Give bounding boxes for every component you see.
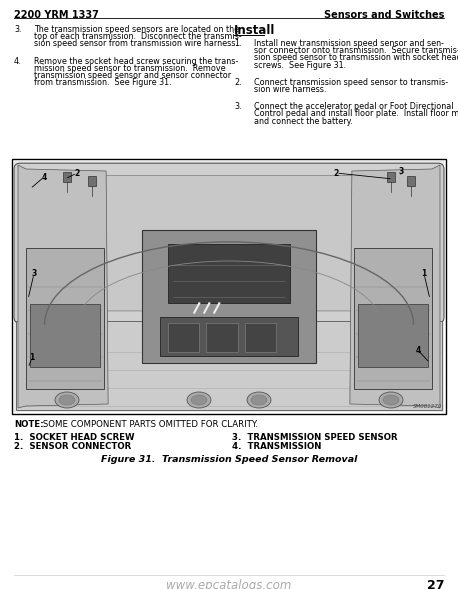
- Text: sion speed sensor to transmission with socket head: sion speed sensor to transmission with s…: [254, 54, 458, 62]
- Bar: [142, 230, 316, 363]
- Text: Control pedal and install floor plate.  Install floor mat: Control pedal and install floor plate. I…: [254, 110, 458, 118]
- Ellipse shape: [187, 392, 211, 408]
- Text: Connect transmission speed sensor to transmis-: Connect transmission speed sensor to tra…: [254, 78, 448, 87]
- Text: top of each transmission.  Disconnect the transmis-: top of each transmission. Disconnect the…: [34, 32, 242, 41]
- Text: 4.: 4.: [14, 57, 22, 65]
- Bar: [14, 161, 444, 412]
- Text: www.epcatalogs.com: www.epcatalogs.com: [166, 579, 292, 589]
- Bar: [63, 172, 71, 182]
- Text: 1.  SOCKET HEAD SCREW: 1. SOCKET HEAD SCREW: [14, 433, 135, 442]
- Text: 2: 2: [333, 168, 338, 177]
- Text: 1: 1: [421, 269, 426, 278]
- Bar: [207, 323, 238, 352]
- Bar: [407, 176, 415, 186]
- Text: SOME COMPONENT PARTS OMITTED FOR CLARITY.: SOME COMPONENT PARTS OMITTED FOR CLARITY…: [40, 420, 258, 429]
- Bar: [245, 323, 276, 352]
- Bar: [159, 317, 299, 356]
- Text: 1: 1: [29, 353, 35, 362]
- Ellipse shape: [55, 392, 79, 408]
- FancyBboxPatch shape: [28, 176, 430, 311]
- Text: 1.: 1.: [234, 39, 241, 48]
- Text: NOTE:: NOTE:: [14, 420, 44, 429]
- Polygon shape: [18, 165, 108, 408]
- Ellipse shape: [379, 392, 403, 408]
- Ellipse shape: [383, 395, 399, 405]
- Text: transmission speed sensor and sensor connector: transmission speed sensor and sensor con…: [34, 71, 231, 80]
- Text: screws.  See Figure 31.: screws. See Figure 31.: [254, 61, 346, 70]
- FancyBboxPatch shape: [14, 163, 444, 323]
- Bar: [354, 248, 432, 389]
- Text: 2: 2: [74, 168, 80, 177]
- Bar: [12, 159, 446, 414]
- Text: 3.: 3.: [234, 102, 241, 111]
- Text: Sensors and Switches: Sensors and Switches: [324, 10, 444, 20]
- Text: The transmission speed sensors are located on the: The transmission speed sensors are locat…: [34, 25, 239, 34]
- Bar: [168, 323, 200, 352]
- Text: 4: 4: [415, 346, 420, 355]
- Text: 27: 27: [426, 579, 444, 589]
- Bar: [168, 244, 290, 303]
- Text: 2200 YRM 1337: 2200 YRM 1337: [14, 10, 99, 20]
- Text: sion speed sensor from transmission wire harness.: sion speed sensor from transmission wire…: [34, 39, 238, 48]
- Text: 4: 4: [41, 173, 47, 181]
- Text: 3: 3: [398, 167, 403, 176]
- Bar: [387, 172, 395, 182]
- Text: Install: Install: [234, 24, 275, 37]
- Polygon shape: [350, 165, 440, 408]
- Text: Connect the accelerator pedal or Foot Directional: Connect the accelerator pedal or Foot Di…: [254, 102, 453, 111]
- Ellipse shape: [191, 395, 207, 405]
- Text: Figure 31.  Transmission Speed Sensor Removal: Figure 31. Transmission Speed Sensor Rem…: [101, 455, 357, 464]
- Bar: [88, 176, 96, 186]
- Text: and connect the battery.: and connect the battery.: [254, 117, 353, 125]
- Text: 2.  SENSOR CONNECTOR: 2. SENSOR CONNECTOR: [14, 442, 131, 451]
- Bar: [26, 248, 104, 389]
- Text: Install new transmission speed sensor and sen-: Install new transmission speed sensor an…: [254, 39, 444, 48]
- Text: mission speed sensor to transmission.  Remove: mission speed sensor to transmission. Re…: [34, 64, 226, 73]
- Text: from transmission.  See Figure 31.: from transmission. See Figure 31.: [34, 78, 172, 87]
- Ellipse shape: [251, 395, 267, 405]
- Bar: [30, 305, 100, 368]
- Text: SM081270: SM081270: [413, 404, 442, 409]
- Bar: [358, 305, 428, 368]
- Bar: [16, 321, 442, 410]
- Text: Remove the socket head screw securing the trans-: Remove the socket head screw securing th…: [34, 57, 238, 65]
- Text: sor connector onto transmission.  Secure transmis-: sor connector onto transmission. Secure …: [254, 46, 458, 55]
- Text: 4.  TRANSMISSION: 4. TRANSMISSION: [232, 442, 322, 451]
- Text: 3.: 3.: [14, 25, 22, 34]
- Ellipse shape: [247, 392, 271, 408]
- Ellipse shape: [59, 395, 75, 405]
- Text: 2.: 2.: [234, 78, 242, 87]
- Text: 3: 3: [32, 269, 37, 278]
- Text: sion wire harness.: sion wire harness.: [254, 85, 327, 94]
- Text: 3.  TRANSMISSION SPEED SENSOR: 3. TRANSMISSION SPEED SENSOR: [232, 433, 398, 442]
